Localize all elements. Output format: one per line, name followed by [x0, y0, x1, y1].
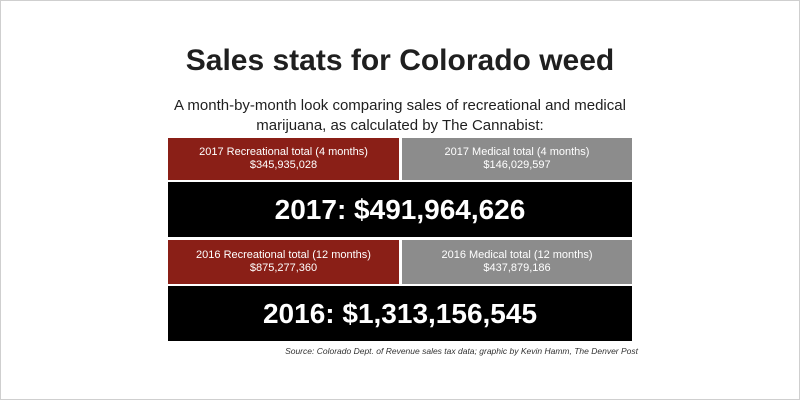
total-2016-banner: 2016: $1,313,156,545 — [168, 286, 632, 341]
graphic-title: Sales stats for Colorado weed — [185, 44, 615, 77]
total-2017-banner: 2017: $491,964,626 — [168, 182, 632, 237]
medical-2017-box: 2017 Medical total (4 months) $146,029,5… — [402, 138, 632, 180]
recreational-2016-value: $875,277,360 — [249, 262, 318, 274]
recreational-2016-box: 2016 Recreational total (12 months) $875… — [168, 240, 399, 284]
medical-2016-label: 2016 Medical total (12 months) — [441, 249, 593, 261]
recreational-2017-box: 2017 Recreational total (4 months) $345,… — [168, 138, 399, 180]
recreational-2017-value: $345,935,028 — [249, 159, 318, 171]
medical-2017-label: 2017 Medical total (4 months) — [444, 146, 590, 158]
recreational-2017-label: 2017 Recreational total (4 months) — [199, 146, 368, 158]
graphic-subtitle: A month-by-month look comparing sales of… — [174, 97, 626, 134]
medical-2016-value: $437,879,186 — [483, 262, 551, 274]
source-credit: Source: Colorado Dept. of Revenue sales … — [285, 346, 638, 356]
recreational-2016-label: 2016 Recreational total (12 months) — [196, 249, 371, 261]
medical-2016-box: 2016 Medical total (12 months) $437,879,… — [402, 240, 632, 284]
medical-2017-value: $146,029,597 — [483, 159, 551, 171]
